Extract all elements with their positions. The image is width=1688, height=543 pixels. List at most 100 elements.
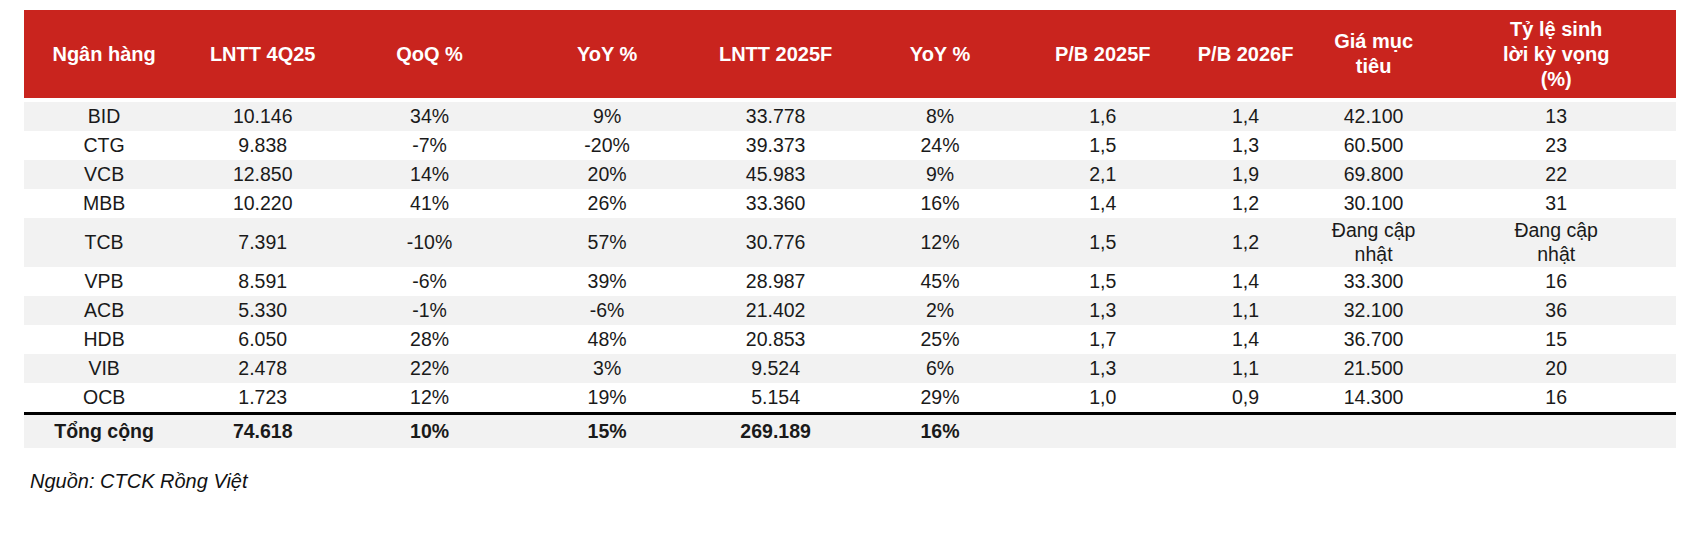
value-cell: 1,3 xyxy=(1025,296,1180,325)
cell-text: 39% xyxy=(588,269,627,293)
column-header-label: Tỷ lệ sinh lời kỳ vọng (%) xyxy=(1500,17,1612,92)
cell-text: 60.500 xyxy=(1344,133,1404,157)
cell-text: 34% xyxy=(410,104,449,128)
cell-text: 30.100 xyxy=(1344,191,1404,215)
bank-ticker-cell: CTG xyxy=(24,131,184,160)
value-cell: 1,4 xyxy=(1180,325,1311,354)
cell-text: 22% xyxy=(410,356,449,380)
value-cell: 1,4 xyxy=(1180,100,1311,131)
cell-text: 9% xyxy=(593,104,621,128)
cell-text: -1% xyxy=(412,298,447,322)
table-row-acb: ACB5.330-1%-6%21.4022%1,31,132.10036 xyxy=(24,296,1676,325)
cell-text: 21.402 xyxy=(746,298,806,322)
table-row-vcb: VCB12.85014%20%45.9839%2,11,969.80022 xyxy=(24,160,1676,189)
column-header-label: QoQ % xyxy=(396,42,463,67)
value-cell: 19% xyxy=(518,383,696,414)
cell-text: 20.853 xyxy=(746,327,806,351)
cell-text: 9.838 xyxy=(238,133,287,157)
cell-text: 28.987 xyxy=(746,269,806,293)
value-cell: 14% xyxy=(341,160,518,189)
value-cell: 10.146 xyxy=(184,100,341,131)
source-note: Nguồn: CTCK Rồng Việt xyxy=(30,470,1676,493)
value-cell: 9% xyxy=(855,160,1025,189)
cell-text: MBB xyxy=(83,191,125,215)
column-header-label: YoY % xyxy=(577,42,637,67)
table-row-vpb: VPB8.591-6%39%28.98745%1,51,433.30016 xyxy=(24,267,1676,296)
value-cell: 5.330 xyxy=(184,296,341,325)
value-cell: 12% xyxy=(341,383,518,414)
cell-text: 1.723 xyxy=(238,385,287,409)
cell-text: ACB xyxy=(84,298,124,322)
value-cell: 29% xyxy=(855,383,1025,414)
bank-forecast-table: Ngân hàngLNTT 4Q25QoQ %YoY %LNTT 2025FYo… xyxy=(24,10,1676,448)
cell-text: 23 xyxy=(1545,133,1567,157)
cell-text: 15% xyxy=(588,419,627,443)
value-cell: 1,5 xyxy=(1025,131,1180,160)
cell-text: Đang cập nhật xyxy=(1324,218,1424,267)
cell-text: 57% xyxy=(588,230,627,254)
cell-text: 1,5 xyxy=(1089,269,1116,293)
cell-text: 1,1 xyxy=(1232,298,1259,322)
value-cell: 1,1 xyxy=(1180,354,1311,383)
value-cell: 16 xyxy=(1436,383,1676,414)
value-cell: 20.853 xyxy=(696,325,855,354)
value-cell: 2,1 xyxy=(1025,160,1180,189)
value-cell: 0,9 xyxy=(1180,383,1311,414)
column-header-label: P/B 2026F xyxy=(1198,42,1294,67)
value-cell: 1,2 xyxy=(1180,189,1311,218)
cell-text: -7% xyxy=(412,133,447,157)
value-cell: 33.300 xyxy=(1311,267,1437,296)
cell-text: 33.300 xyxy=(1344,269,1404,293)
cell-text: 26% xyxy=(588,191,627,215)
cell-text: 1,4 xyxy=(1089,191,1116,215)
value-cell: 8.591 xyxy=(184,267,341,296)
cell-text: 1,9 xyxy=(1232,162,1259,186)
value-cell: Đang cập nhật xyxy=(1311,218,1437,267)
cell-text: 1,3 xyxy=(1089,298,1116,322)
cell-text: 20 xyxy=(1545,356,1567,380)
cell-text: 1,0 xyxy=(1089,385,1116,409)
cell-text: 42.100 xyxy=(1344,104,1404,128)
cell-text: 9% xyxy=(926,162,954,186)
table-row-vib: VIB2.47822%3%9.5246%1,31,121.50020 xyxy=(24,354,1676,383)
value-cell: 13 xyxy=(1436,100,1676,131)
column-header-label: P/B 2025F xyxy=(1055,42,1151,67)
column-header-label: Ngân hàng xyxy=(52,42,155,67)
cell-text: 48% xyxy=(588,327,627,351)
cell-text: 269.189 xyxy=(740,419,811,443)
value-cell: -1% xyxy=(341,296,518,325)
cell-text: VCB xyxy=(84,162,124,186)
value-cell: -6% xyxy=(341,267,518,296)
value-cell: 36.700 xyxy=(1311,325,1437,354)
value-cell: 30.100 xyxy=(1311,189,1437,218)
value-cell: 269.189 xyxy=(696,413,855,448)
column-header-yoy-pct: YoY % xyxy=(518,10,696,100)
value-cell: 6.050 xyxy=(184,325,341,354)
cell-text: 1,6 xyxy=(1089,104,1116,128)
value-cell: 14.300 xyxy=(1311,383,1437,414)
cell-text: BID xyxy=(88,104,121,128)
bank-ticker-cell: OCB xyxy=(24,383,184,414)
cell-text: 69.800 xyxy=(1344,162,1404,186)
value-cell: 42.100 xyxy=(1311,100,1437,131)
value-cell xyxy=(1436,413,1676,448)
value-cell: 1,5 xyxy=(1025,218,1180,267)
value-cell: 20% xyxy=(518,160,696,189)
value-cell: 45.983 xyxy=(696,160,855,189)
cell-text: 14% xyxy=(410,162,449,186)
cell-text: 16% xyxy=(920,191,959,215)
value-cell: 12% xyxy=(855,218,1025,267)
value-cell: 1.723 xyxy=(184,383,341,414)
value-cell: 3% xyxy=(518,354,696,383)
cell-text: 0,9 xyxy=(1232,385,1259,409)
value-cell: 16% xyxy=(855,413,1025,448)
cell-text: CTG xyxy=(84,133,125,157)
column-header-bank: Ngân hàng xyxy=(24,10,184,100)
value-cell: 1,7 xyxy=(1025,325,1180,354)
cell-text: 6.050 xyxy=(238,327,287,351)
cell-text: 2.478 xyxy=(238,356,287,380)
header-row: Ngân hàngLNTT 4Q25QoQ %YoY %LNTT 2025FYo… xyxy=(24,10,1676,100)
value-cell: 22 xyxy=(1436,160,1676,189)
total-label-cell: Tổng cộng xyxy=(24,413,184,448)
value-cell: 16 xyxy=(1436,267,1676,296)
